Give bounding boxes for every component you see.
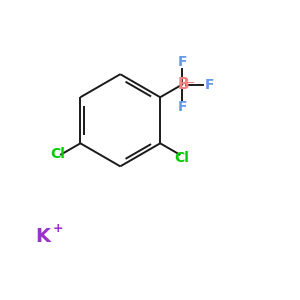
Text: F: F [177,100,187,115]
Text: +: + [52,222,63,235]
Text: Cl: Cl [174,151,189,165]
Text: −: − [185,77,196,90]
Text: F: F [205,78,214,92]
Text: B: B [177,77,189,92]
Text: Cl: Cl [50,148,65,161]
Text: K: K [35,227,50,246]
Text: F: F [177,55,187,69]
